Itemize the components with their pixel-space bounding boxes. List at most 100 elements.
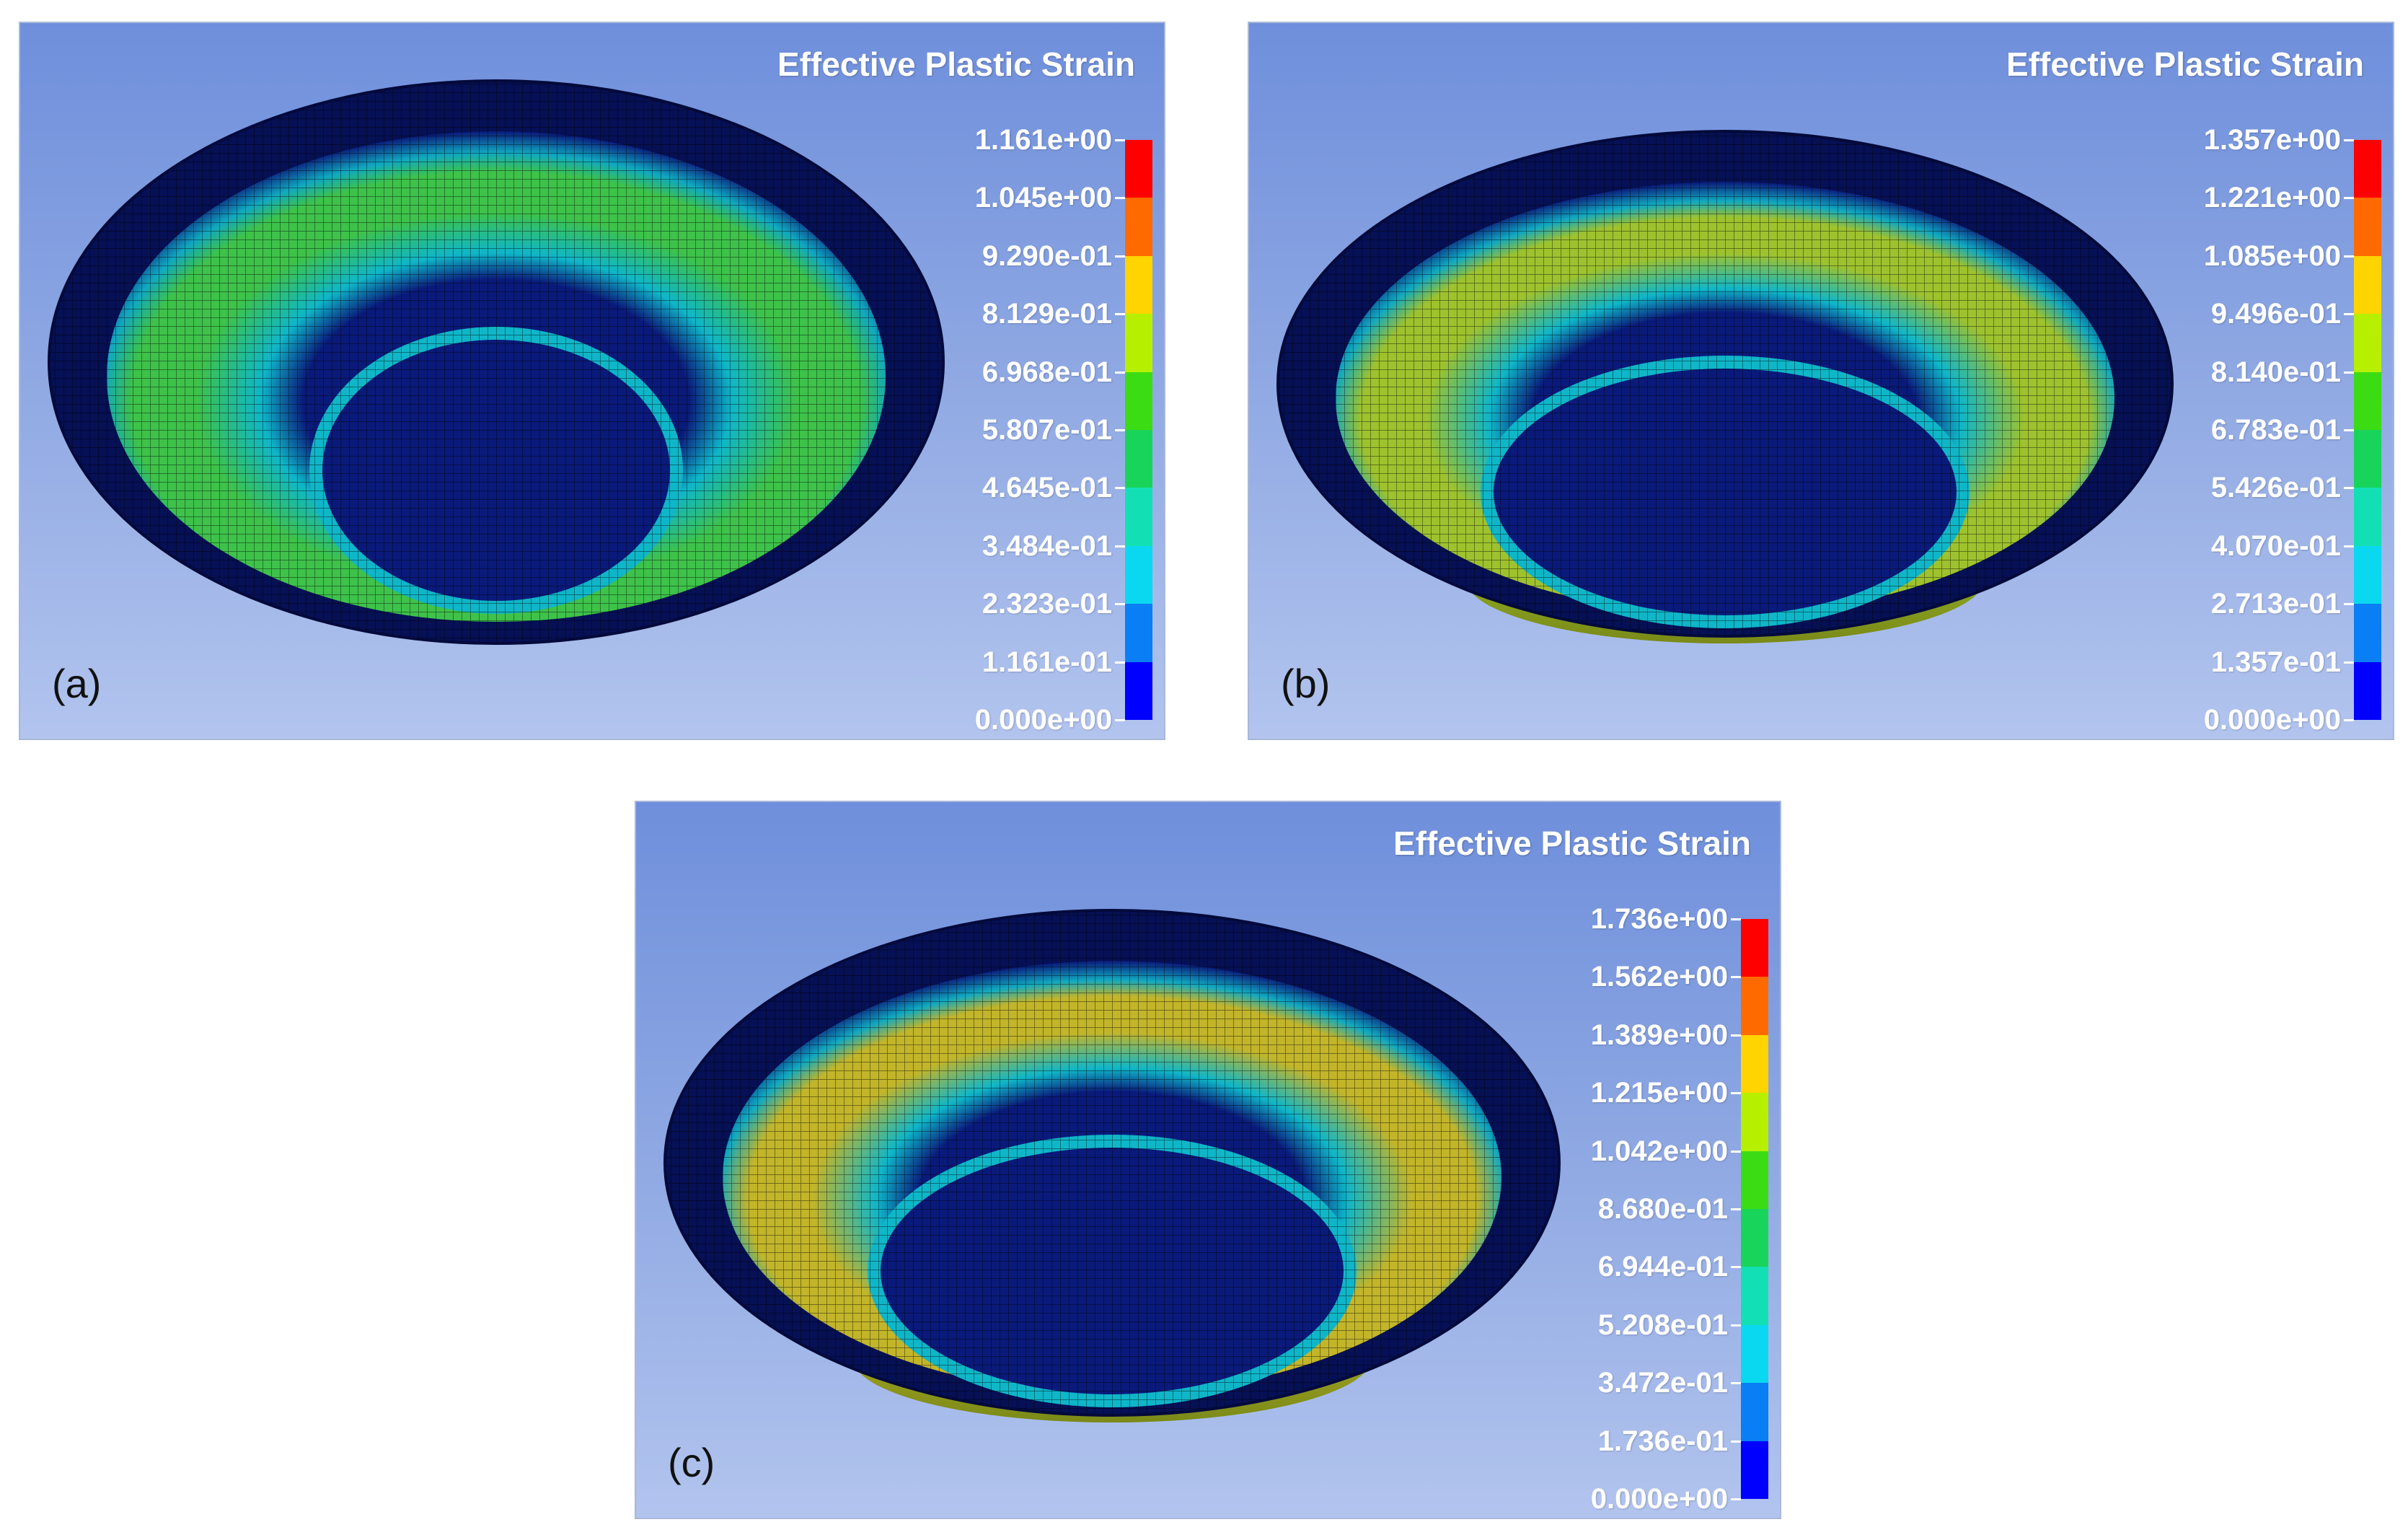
legend-tick	[2344, 661, 2354, 664]
legend-title: Effective Plastic Strain	[2006, 45, 2364, 83]
mesh-overlay	[1278, 131, 2172, 636]
legend-value-label: 1.389e+00	[1590, 1019, 1728, 1051]
legend-value-label: 8.129e-01	[982, 298, 1112, 330]
color-scale-segment	[2354, 430, 2381, 488]
legend-value-label: 1.045e+00	[974, 182, 1112, 214]
color-scale-segment	[2354, 314, 2381, 372]
panel-label: (a)	[52, 661, 102, 706]
legend-value-label: 0.000e+00	[2203, 704, 2341, 736]
legend-tick	[2344, 197, 2354, 200]
legend-value-label: 8.680e-01	[1597, 1193, 1728, 1225]
color-scale-segment	[1741, 1093, 1768, 1151]
legend-value-label: 0.000e+00	[1590, 1483, 1728, 1515]
legend-value-label: 6.968e-01	[982, 356, 1112, 388]
legend-value-label: 1.161e-01	[982, 646, 1112, 678]
legend-value-label: 6.783e-01	[2210, 414, 2341, 446]
legend-tick	[1731, 918, 1741, 920]
color-scale-segment	[1125, 545, 1152, 604]
color-scale-segment	[2354, 255, 2381, 315]
panel-label: (c)	[668, 1440, 715, 1485]
bowl-rim	[48, 79, 945, 645]
legend-value-label: 9.290e-01	[982, 239, 1112, 272]
legend-tick	[1115, 545, 1125, 547]
color-scale-segment	[2354, 371, 2381, 431]
color-scale-segment	[1741, 1209, 1768, 1267]
contour-panel-c: Effective Plastic Strain 1.736e+00 1.562e…	[635, 801, 1781, 1519]
legend-value-label: 1.562e+00	[1590, 961, 1728, 993]
legend-value-label: 4.645e-01	[982, 472, 1112, 504]
color-scale-segment	[1125, 661, 1152, 721]
legend-tick	[1731, 1150, 1741, 1153]
bowl-rim	[663, 909, 1561, 1417]
panel-label: (b)	[1281, 661, 1331, 706]
bowl-mesh-a	[48, 79, 945, 645]
legend-value-label: 1.357e-01	[2210, 646, 2341, 678]
color-scale-segment	[1125, 430, 1152, 488]
legend-tick	[2344, 545, 2354, 547]
color-scale-bar	[1741, 919, 1768, 1500]
legend-tick	[1731, 1324, 1741, 1327]
color-legend: 1.357e+00 1.221e+00 1.085e+00 9.496e-01 8.14…	[2151, 118, 2381, 734]
legend-value-label: 6.944e-01	[1597, 1251, 1728, 1283]
legend-tick	[2344, 719, 2354, 721]
legend-tick	[1731, 1440, 1741, 1443]
color-scale-segment	[1741, 1441, 1768, 1500]
mesh-overlay	[665, 910, 1559, 1415]
color-scale-bar	[1125, 140, 1152, 721]
legend-tick	[1115, 603, 1125, 606]
legend-tick	[1731, 1266, 1741, 1269]
bowl-rim	[1276, 130, 2174, 638]
mesh-overlay	[49, 81, 943, 643]
legend-tick	[1115, 139, 1125, 141]
legend-tick	[1731, 1208, 1741, 1210]
legend-tick	[1115, 371, 1125, 374]
legend-value-label: 9.496e-01	[2210, 298, 2341, 330]
color-scale-segment	[1125, 198, 1152, 256]
color-scale-bar	[2354, 140, 2381, 721]
legend-value-label: 3.484e-01	[982, 529, 1112, 562]
legend-value-label: 1.161e+00	[974, 124, 1112, 156]
legend-title: Effective Plastic Strain	[1393, 824, 1751, 862]
legend-tick	[1115, 313, 1125, 316]
color-scale-segment	[2354, 661, 2381, 721]
color-legend: 1.736e+00 1.562e+00 1.389e+00 1.215e+00 1.04…	[1538, 897, 1768, 1513]
legend-value-label: 0.000e+00	[974, 704, 1112, 736]
color-scale-segment	[1741, 1267, 1768, 1325]
legend-tick	[1115, 719, 1125, 721]
legend-tick	[2344, 487, 2354, 490]
legend-value-label: 1.736e-01	[1597, 1425, 1728, 1457]
legend-tick	[1115, 429, 1125, 431]
legend-tick	[1731, 1382, 1741, 1385]
legend-value-label: 4.070e-01	[2210, 529, 2341, 562]
legend-tick	[2344, 371, 2354, 374]
legend-tick	[2344, 313, 2354, 316]
color-scale-segment	[1741, 1151, 1768, 1210]
legend-tick	[1731, 976, 1741, 979]
color-scale-segment	[1125, 255, 1152, 315]
color-scale-segment	[2354, 488, 2381, 546]
bowl-mesh-c	[663, 909, 1561, 1422]
color-scale-segment	[1125, 371, 1152, 431]
color-scale-segment	[1741, 1324, 1768, 1384]
legend-title: Effective Plastic Strain	[777, 45, 1135, 83]
legend-value-label: 1.042e+00	[1590, 1135, 1728, 1167]
legend-tick	[1731, 1498, 1741, 1500]
color-scale-segment	[1741, 1383, 1768, 1441]
legend-tick	[2344, 139, 2354, 141]
color-scale-segment	[2354, 198, 2381, 256]
legend-value-label: 8.140e-01	[2210, 356, 2341, 388]
color-scale-segment	[1741, 1034, 1768, 1094]
color-scale-segment	[2354, 604, 2381, 662]
legend-value-label: 1.221e+00	[2203, 182, 2341, 214]
legend-value-label: 5.426e-01	[2210, 472, 2341, 504]
legend-value-label: 2.323e-01	[982, 588, 1112, 620]
color-scale-segment	[1125, 604, 1152, 662]
contour-panel-b: Effective Plastic Strain 1.357e+00 1.221e…	[1248, 22, 2394, 740]
color-scale-segment	[1125, 488, 1152, 546]
color-scale-segment	[1741, 919, 1768, 977]
color-scale-segment	[2354, 545, 2381, 604]
legend-value-label: 5.807e-01	[982, 414, 1112, 446]
legend-value-label: 1.736e+00	[1590, 903, 1728, 935]
legend-tick	[2344, 603, 2354, 606]
legend-tick	[1115, 197, 1125, 200]
